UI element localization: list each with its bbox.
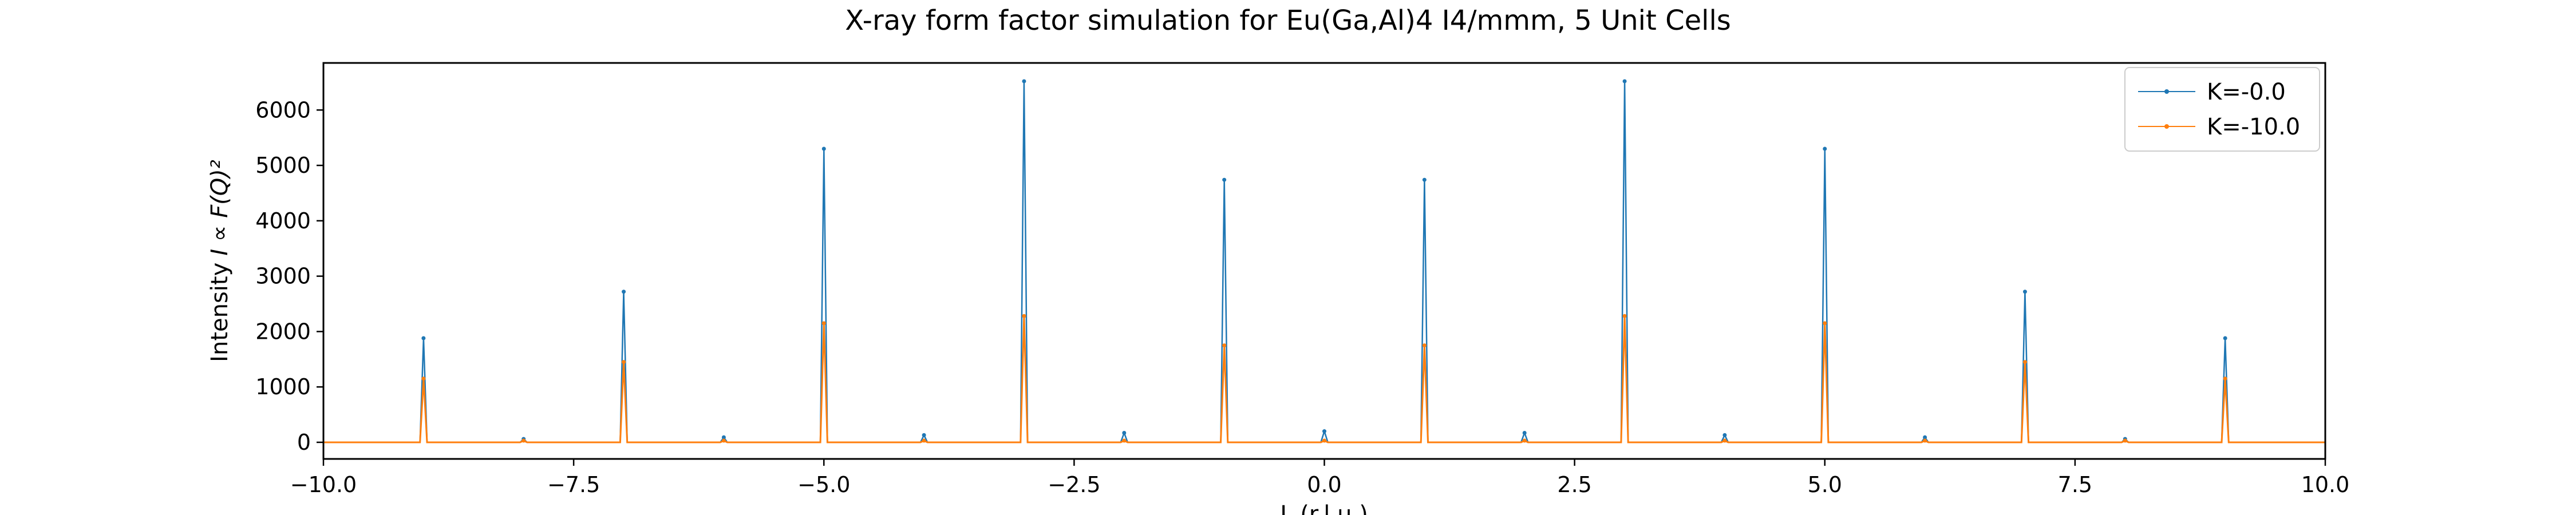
y-tick-label: 1000 <box>255 374 311 399</box>
y-axis-label-text: Intensity <box>207 263 233 362</box>
y-tick-label: 6000 <box>255 97 311 122</box>
data-point <box>1823 146 1827 151</box>
x-tick-label: 0.0 <box>1307 472 1341 497</box>
legend-marker-series-1 <box>2164 89 2169 94</box>
data-point <box>1222 177 1227 182</box>
y-axis-label: Intensity I ∝ F(Q)² <box>207 160 233 362</box>
data-point <box>1923 435 1927 439</box>
data-point <box>1122 431 1127 435</box>
x-tick-label: −7.5 <box>547 472 600 497</box>
data-point <box>1322 438 1326 443</box>
data-point <box>821 321 826 326</box>
plot-area <box>322 62 2326 460</box>
data-point <box>421 377 426 381</box>
data-point <box>1422 343 1427 348</box>
data-point <box>1622 314 1627 318</box>
series-layer <box>323 79 2325 443</box>
x-tick-label: 10.0 <box>2301 472 2350 497</box>
data-point <box>922 438 926 443</box>
x-tick-label: 5.0 <box>1808 472 1842 497</box>
data-point <box>721 438 726 443</box>
legend-label-series-2: K=-10.0 <box>2207 114 2300 140</box>
y-axis-label-math: I ∝ F(Q)² <box>207 160 233 256</box>
y-tick-label: 3000 <box>255 264 311 289</box>
data-point <box>421 336 426 340</box>
data-point <box>622 360 626 365</box>
data-point <box>2223 377 2227 381</box>
data-point <box>1222 343 1227 348</box>
data-point <box>1622 79 1627 84</box>
data-point <box>622 290 626 294</box>
data-point <box>2022 290 2027 294</box>
data-point <box>1522 431 1527 435</box>
legend-label-series-1: K=-0.0 <box>2207 79 2286 105</box>
legend-box <box>2124 67 2320 152</box>
data-point <box>1722 438 1727 443</box>
y-tick-label: 4000 <box>255 208 311 233</box>
x-axis-label: L (r.l.u.) <box>1280 501 1368 515</box>
series-2 <box>323 314 2325 443</box>
data-point <box>1322 429 1326 434</box>
x-tick-label: −2.5 <box>1048 472 1100 497</box>
x-tick-label: −10.0 <box>290 472 357 497</box>
y-tick-label: 0 <box>297 430 311 455</box>
y-tick-label: 2000 <box>255 319 311 344</box>
legend: K=-0.0 K=-10.0 <box>2124 67 2320 152</box>
legend-marker-series-2 <box>2164 124 2169 129</box>
x-axis: −10.0 −7.5 −5.0 −2.5 0.0 2.5 5.0 7.5 10.0 <box>290 459 2350 497</box>
data-point <box>1022 314 1026 318</box>
x-tick-label: −5.0 <box>797 472 850 497</box>
data-point <box>2022 360 2027 365</box>
data-point <box>2223 336 2227 340</box>
chart-title: X-ray form factor simulation for Eu(Ga,A… <box>845 5 1731 37</box>
x-tick-label: 2.5 <box>1557 472 1591 497</box>
data-point <box>521 438 526 443</box>
data-point <box>922 433 926 437</box>
y-axis: 0 1000 2000 3000 4000 5000 6000 <box>255 97 323 455</box>
data-point <box>1122 438 1127 443</box>
data-point <box>1923 438 1927 443</box>
data-point <box>821 146 826 151</box>
x-tick-label: 7.5 <box>2058 472 2092 497</box>
data-point <box>1722 433 1727 437</box>
y-tick-label: 5000 <box>255 153 311 178</box>
data-point <box>721 435 726 439</box>
data-point <box>1823 321 1827 326</box>
data-point <box>1022 79 1026 84</box>
data-point <box>1422 177 1427 182</box>
data-point <box>1522 438 1527 443</box>
plot-background <box>323 63 2325 459</box>
data-point <box>2123 438 2127 443</box>
